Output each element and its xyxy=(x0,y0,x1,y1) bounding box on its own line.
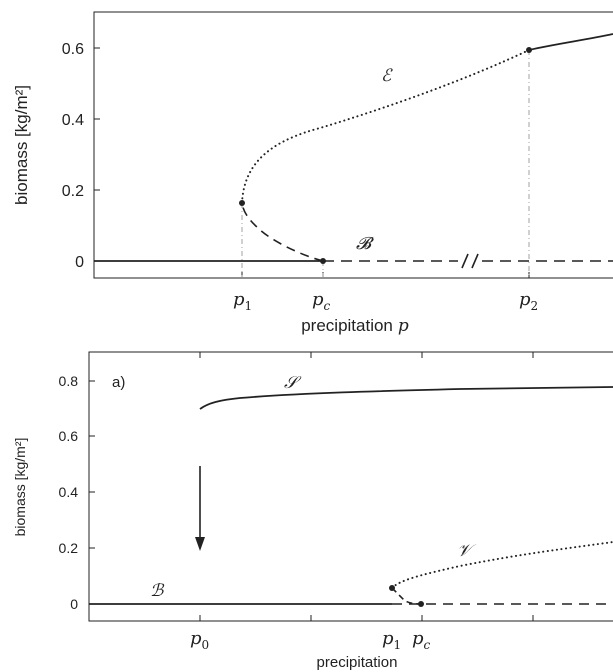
bottom-xtick-label-p0: p0 xyxy=(190,628,209,652)
top-y-ticks xyxy=(94,47,100,262)
panel-label: a) xyxy=(112,374,125,391)
series-label-B-bottom: ℬ xyxy=(150,581,165,601)
bottom-x-ticks xyxy=(199,352,534,621)
series-S-stable xyxy=(199,386,613,410)
top-y-axis-label: biomass [kg/m²] xyxy=(12,85,31,205)
top-ytick-label: 0.4 xyxy=(62,112,84,129)
bottom-y-axis-label: biomass [kg/m²] xyxy=(12,438,28,537)
marker-pc-bottom xyxy=(418,601,424,607)
top-xtick-label-p2: p2 xyxy=(519,289,538,313)
marker-p2 xyxy=(526,47,532,53)
bottom-ytick-label: 0 xyxy=(70,596,78,612)
marker-p1-fold-bottom xyxy=(389,585,395,591)
series-B-unstable-branch-bottom xyxy=(391,587,422,605)
marker-p1-fold xyxy=(239,200,245,206)
bottom-xtick-label-p1: p1 xyxy=(382,628,401,652)
series-label-S: 𝒮 xyxy=(284,373,302,393)
bottom-axes-frame xyxy=(88,351,613,622)
bottom-xtick-label-pc: pc xyxy=(412,628,431,652)
bottom-ytick-label: 0.4 xyxy=(59,484,79,500)
series-E-unstable xyxy=(241,49,530,204)
bottom-ytick-label: 0.2 xyxy=(59,540,79,556)
bottom-y-ticks xyxy=(89,380,95,605)
series-label-E: ℰ xyxy=(381,66,393,86)
series-V-unstable xyxy=(391,541,613,589)
axis-break-marks xyxy=(461,253,479,269)
top-axes-frame xyxy=(93,11,613,279)
top-xtick-label-pc: pc xyxy=(312,289,331,313)
transition-arrow xyxy=(195,466,205,551)
bottom-ytick-label: 0.6 xyxy=(59,428,79,444)
series-E-stable xyxy=(528,33,613,51)
marker-pc xyxy=(320,258,326,264)
chart-top: 0 0.2 0.4 0.6 biomass [kg/m²] p1 pc p2 p… xyxy=(12,11,613,336)
bottom-x-axis-label: precipitation xyxy=(317,654,398,671)
top-xtick-label-p1: p1 xyxy=(233,289,252,313)
series-B-unstable-branch xyxy=(241,202,324,262)
top-series xyxy=(94,33,613,262)
top-x-ticks xyxy=(241,272,530,278)
top-ytick-label: 0 xyxy=(75,254,84,271)
top-ytick-label: 0.6 xyxy=(62,41,84,58)
axis-break-mark xyxy=(461,253,469,269)
bottom-markers xyxy=(389,585,424,607)
axis-break-mark xyxy=(471,253,479,269)
series-label-B: 𝓑 xyxy=(356,234,374,254)
chart-bottom: 0 0.2 0.4 0.6 0.8 biomass [kg/m²] a) p0 … xyxy=(12,351,613,671)
bottom-ytick-label: 0.8 xyxy=(59,373,79,389)
top-markers xyxy=(239,47,532,264)
arrow-head xyxy=(195,537,205,551)
top-x-axis-label: precipitation p xyxy=(301,316,409,336)
bottom-series xyxy=(89,386,613,605)
top-ytick-label: 0.2 xyxy=(62,183,84,200)
series-label-V: 𝒱 xyxy=(457,541,477,561)
